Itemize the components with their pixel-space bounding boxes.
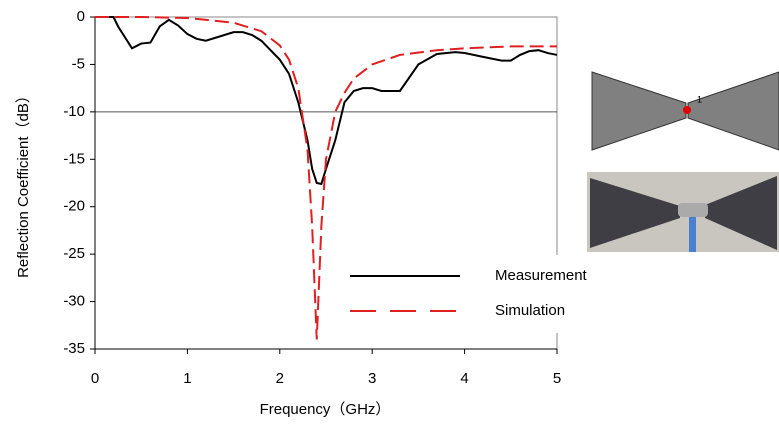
y-tick-label: -30	[63, 293, 85, 310]
y-tick-label: -25	[63, 245, 85, 262]
y-tick-label: -5	[72, 55, 85, 72]
legend-label: Measurement	[495, 267, 588, 284]
x-tick-label: 1	[183, 370, 191, 387]
y-tick-label: -20	[63, 198, 85, 215]
x-axis-label: Frequency（GHz）	[260, 401, 391, 418]
x-tick-label: 4	[460, 370, 468, 387]
x-tick-label: 3	[368, 370, 376, 387]
legend-box	[342, 255, 582, 333]
data-line	[95, 16, 558, 186]
legend-label: Simulation	[495, 302, 565, 319]
x-tick-label: 0	[91, 370, 99, 387]
data-line	[95, 16, 557, 340]
antenna-photo	[587, 172, 779, 252]
x-tick-label: 5	[553, 370, 561, 387]
y-tick-label: -10	[63, 103, 85, 120]
y-tick-label: -35	[63, 340, 85, 357]
y-tick-label: 0	[77, 8, 85, 25]
y-axis-label: Reflection Coefficient（dB）	[15, 88, 32, 278]
antenna-diagram	[591, 71, 779, 151]
port-label: 1	[697, 94, 702, 104]
x-tick-label: 2	[276, 370, 284, 387]
y-tick-label: -15	[63, 150, 85, 167]
